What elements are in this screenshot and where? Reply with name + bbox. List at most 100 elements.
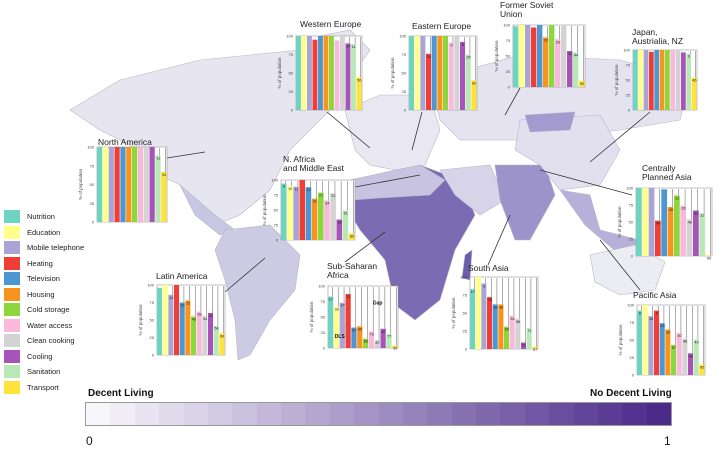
pointer-eastern-europe [411, 111, 423, 151]
bar-television [492, 304, 498, 349]
legend-swatch [4, 303, 20, 317]
bar-transport [348, 233, 355, 240]
y-tick-label: 25 [90, 201, 95, 206]
bar-nutrition [470, 289, 476, 349]
legend-item: Mobile telephone [4, 240, 84, 256]
chart-title: Sub-Saharan Africa [327, 261, 378, 280]
gap-label: 69 [505, 328, 509, 332]
bar-cold-storage [549, 25, 555, 87]
y-tick-label: 75 [321, 299, 326, 304]
gap-label: 16 [649, 317, 653, 321]
bar-heating [654, 310, 660, 375]
y-tick-label: 75 [150, 300, 155, 305]
gap-label: 22 [186, 301, 190, 305]
bar-nutrition [328, 296, 334, 348]
bar-clean-cooking [682, 338, 688, 375]
bar-chart: 0 25 50 75 100 % of population 10 11 56 [277, 34, 363, 113]
y-tick-label: 25 [289, 89, 294, 94]
legend-label: Heating [27, 258, 53, 268]
y-tick-label: 100 [627, 303, 634, 308]
y-tick-label: 25 [321, 330, 326, 335]
legend-swatch [4, 272, 20, 286]
gap-label: 48 [683, 340, 687, 344]
legend-swatch [4, 210, 20, 224]
y-tick-label: 75 [629, 203, 634, 208]
gap-label: 20 [544, 38, 548, 42]
legend-label: Cold storage [27, 305, 70, 315]
bar-cooling [336, 219, 343, 240]
bar-clean-cooking [561, 25, 567, 87]
colorbar-step [476, 403, 501, 425]
colorbar-step [183, 403, 208, 425]
bar-education [638, 50, 644, 110]
bar-housing [126, 147, 132, 222]
bar-mobile-telephone [168, 294, 174, 355]
y-tick-label: 0 [276, 238, 279, 243]
bar-education [519, 25, 525, 87]
bar-cold-storage [665, 50, 670, 110]
y-axis-label: % of population [277, 57, 282, 89]
china [514, 114, 621, 191]
bar-education [301, 36, 307, 110]
gap-label: 96 [393, 347, 397, 351]
gap-label: 58 [214, 327, 218, 331]
gap-label: 97 [533, 348, 537, 352]
colorbar-step [378, 403, 403, 425]
bar-transport [699, 364, 705, 375]
legend-item: Housing [4, 287, 84, 303]
bar-mobile-telephone [648, 316, 654, 375]
legend-swatch [4, 318, 20, 332]
gap-label: 35 [666, 331, 670, 335]
colorbar-step [305, 403, 330, 425]
gap-label: 31 [313, 200, 317, 204]
legend-swatch [4, 256, 20, 270]
gap-label: 54 [510, 317, 514, 321]
gap-label: 11 [675, 196, 679, 200]
y-tick-label: 0 [291, 108, 294, 113]
bar-sanitation [699, 213, 706, 256]
bar-education [287, 186, 293, 240]
gap-label: 69 [689, 354, 693, 358]
y-axis-label: % of population [451, 297, 456, 329]
bar-water-access [555, 39, 561, 87]
colorbar-right-label: No Decent Living [590, 388, 672, 399]
legend-swatch [4, 334, 20, 348]
bar-mobile-telephone [339, 302, 345, 348]
gap-label: 73 [370, 332, 374, 336]
gap-label: 6 [283, 185, 285, 189]
gap-label: 33 [162, 173, 166, 177]
legend-label: Clean cooking [27, 336, 75, 346]
bar-nutrition [157, 287, 163, 355]
colorbar-step [646, 403, 671, 425]
bar-education [475, 277, 481, 349]
gap-label: 11 [294, 188, 298, 192]
bar-heating [174, 285, 180, 355]
plot-area: 0 25 50 75 100 % of population 610 11 12 31213422… [262, 178, 356, 243]
chart-title: Eastern Europe [412, 21, 472, 31]
bar-television [661, 189, 668, 256]
legend-item: Cold storage [4, 302, 84, 318]
bar-housing [667, 207, 674, 256]
gap-label: 9 [450, 44, 452, 48]
bar-nutrition [513, 26, 519, 88]
y-tick-label: 50 [321, 315, 326, 320]
y-tick-label: 50 [506, 54, 511, 59]
bar-heating [426, 53, 432, 110]
bar-transport [219, 333, 225, 355]
bar-housing [437, 36, 443, 110]
plot-area: 0 25 50 75 100 % of population 20 23 42 44 90 [494, 23, 586, 90]
gap-label: 67 [352, 329, 356, 333]
y-axis-label: % of population [614, 64, 619, 96]
bar-chart: 0 25 50 75 100 % of population 610 11 12 31213422… [262, 178, 356, 243]
bar-mobile-telephone [525, 25, 531, 87]
europe [344, 94, 441, 171]
gap-label: 46 [688, 220, 692, 224]
gap-label: 58 [516, 320, 520, 324]
bar-education [162, 285, 168, 355]
bar-heating [655, 220, 661, 256]
